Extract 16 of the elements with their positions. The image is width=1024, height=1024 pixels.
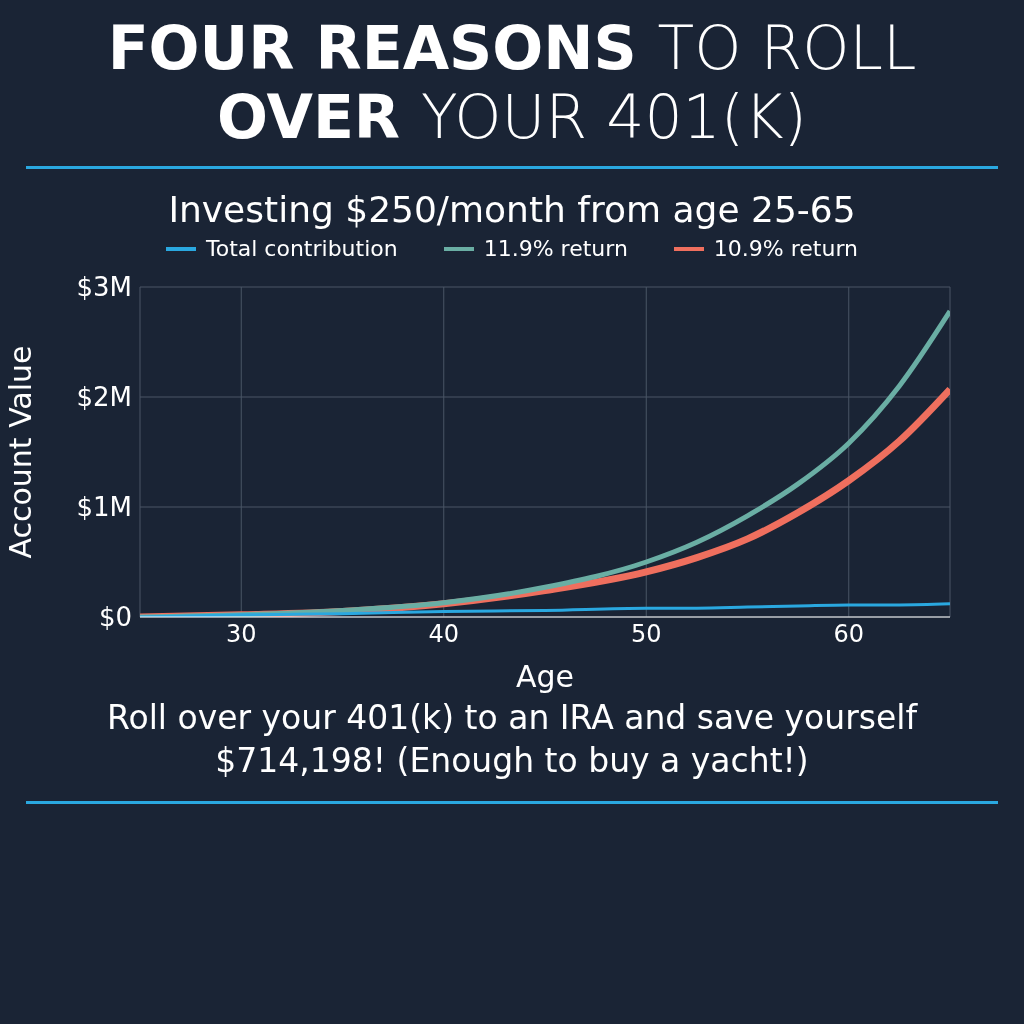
x-axis-title: Age [515, 659, 575, 694]
y-tick-label: $1M [76, 492, 132, 523]
legend-label: 11.9% return [483, 236, 628, 261]
chart-subtitle: Investing $250/month from age 25-65 [167, 189, 857, 230]
x-tick-label: 60 [833, 620, 865, 649]
x-tick-label: 50 [630, 620, 662, 649]
chart-title: FOUR REASONS TO ROLL OVER YOUR 401(K) [107, 13, 917, 152]
y-axis-title: Account Value [2, 345, 38, 559]
legend-label: Total contribution [205, 236, 398, 261]
text: Roll over your 401(k) to an IRA and save yourself $714,198! (Enough to buy a yacht!) [106, 697, 919, 782]
x-tick-label: 40 [428, 620, 460, 649]
y-tick-label: $0 [98, 602, 132, 633]
y-tick-label: $3M [76, 272, 132, 303]
x-tick-label: 30 [225, 620, 257, 649]
y-tick-label: $2M [76, 382, 132, 413]
legend-label: 10.9% return [713, 236, 859, 261]
